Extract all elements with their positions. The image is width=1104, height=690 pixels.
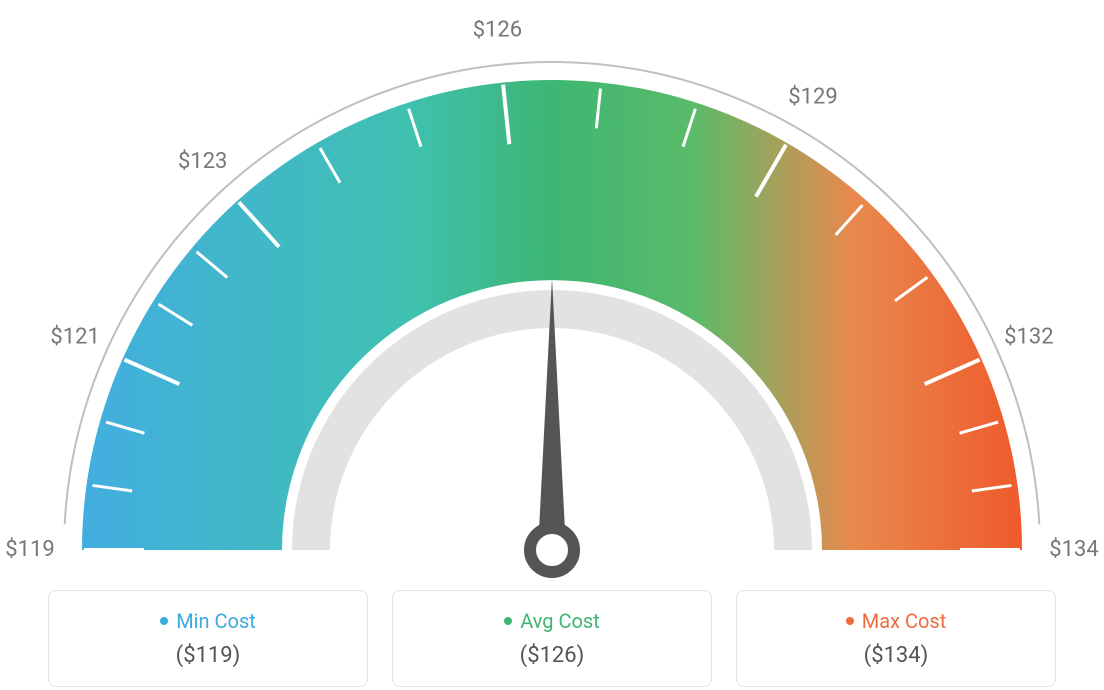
gauge-tick-label: $132 bbox=[1004, 324, 1053, 349]
legend-max-label: Max Cost bbox=[846, 609, 947, 633]
gauge-svg: $119 $121 $123 $126 $129 $132 $134 bbox=[0, 20, 1104, 580]
legend-card-max: Max Cost ($134) bbox=[736, 590, 1056, 687]
legend-min-value: ($119) bbox=[69, 643, 347, 668]
legend-max-value: ($134) bbox=[757, 643, 1035, 668]
gauge-tick-label: $126 bbox=[473, 20, 522, 43]
cost-gauge: $119 $121 $123 $126 $129 $132 $134 bbox=[0, 20, 1104, 580]
legend-min-label: Min Cost bbox=[160, 609, 256, 633]
gauge-tick-label: $134 bbox=[1049, 537, 1098, 562]
gauge-needle-hub bbox=[530, 528, 574, 572]
legend-avg-value: ($126) bbox=[413, 643, 691, 668]
legend-card-min: Min Cost ($119) bbox=[48, 590, 368, 687]
legend-avg-label: Avg Cost bbox=[504, 609, 600, 633]
gauge-tick-label: $129 bbox=[788, 85, 837, 110]
gauge-tick-label: $121 bbox=[50, 324, 99, 349]
legend-row: Min Cost ($119) Avg Cost ($126) Max Cost… bbox=[0, 590, 1104, 687]
gauge-tick-label: $123 bbox=[178, 149, 227, 174]
legend-card-avg: Avg Cost ($126) bbox=[392, 590, 712, 687]
gauge-tick-label: $119 bbox=[5, 537, 54, 562]
